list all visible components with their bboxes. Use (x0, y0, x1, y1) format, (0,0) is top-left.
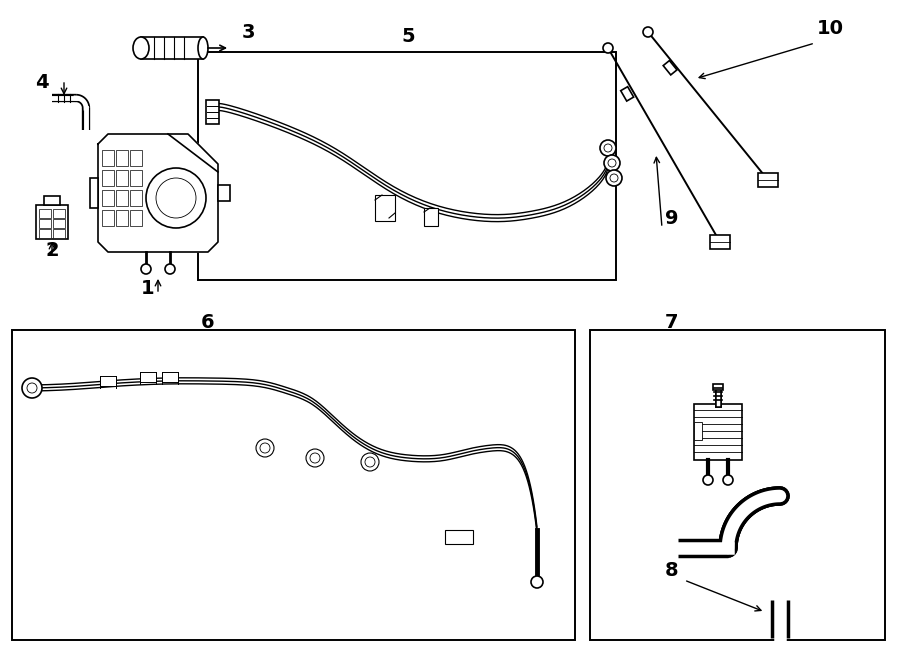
Bar (53, 219, 65, 228)
Circle shape (27, 383, 37, 393)
Text: 10: 10 (816, 19, 843, 38)
Text: 3: 3 (241, 22, 255, 42)
Bar (694, 422, 702, 440)
Text: 4: 4 (35, 73, 49, 91)
Circle shape (306, 449, 324, 467)
Text: 6: 6 (202, 313, 215, 332)
Text: 5: 5 (401, 26, 415, 46)
Circle shape (604, 144, 612, 152)
Circle shape (156, 178, 196, 218)
Bar (375, 195, 395, 221)
Bar (102, 190, 114, 206)
Bar (218, 185, 230, 201)
Circle shape (531, 576, 543, 588)
Circle shape (165, 264, 175, 274)
Circle shape (141, 264, 151, 274)
Polygon shape (98, 134, 218, 252)
Bar (116, 190, 128, 206)
Bar (424, 208, 438, 226)
Bar (102, 170, 114, 186)
Bar (53, 229, 65, 238)
Bar (694, 404, 742, 460)
Bar (36, 205, 68, 239)
Bar (102, 210, 114, 226)
Circle shape (610, 174, 618, 182)
Bar (140, 372, 156, 382)
Text: 2: 2 (45, 241, 58, 260)
Circle shape (310, 453, 320, 463)
Circle shape (365, 457, 375, 467)
Bar (206, 100, 219, 124)
Bar (100, 376, 116, 386)
Bar (621, 87, 634, 101)
Bar (39, 209, 51, 218)
Bar (713, 384, 723, 390)
Bar (130, 190, 142, 206)
Circle shape (608, 159, 616, 167)
Circle shape (256, 439, 274, 457)
Circle shape (22, 378, 42, 398)
Bar (141, 37, 203, 59)
Text: 8: 8 (665, 561, 679, 580)
Bar (130, 170, 142, 186)
Text: 9: 9 (665, 208, 679, 227)
Bar (116, 170, 128, 186)
Bar (116, 210, 128, 226)
Bar (710, 235, 730, 249)
Bar (53, 209, 65, 218)
Ellipse shape (198, 37, 208, 59)
Circle shape (361, 453, 379, 471)
Circle shape (603, 43, 613, 53)
Bar (663, 61, 677, 75)
Circle shape (703, 475, 713, 485)
Bar (198, 52, 616, 280)
Circle shape (606, 170, 622, 186)
Circle shape (643, 27, 653, 37)
Bar (130, 150, 142, 166)
Bar (39, 229, 51, 238)
Bar (758, 173, 778, 187)
Bar (162, 372, 178, 382)
Bar (12, 330, 575, 640)
Bar (445, 530, 473, 544)
Circle shape (146, 168, 206, 228)
Text: 7: 7 (665, 313, 679, 332)
Text: 1: 1 (141, 278, 155, 297)
Circle shape (260, 443, 270, 453)
Bar (90, 178, 98, 208)
Ellipse shape (133, 37, 149, 59)
Circle shape (723, 475, 733, 485)
Bar (39, 219, 51, 228)
Bar (102, 150, 114, 166)
Bar (44, 196, 60, 205)
Bar (590, 330, 885, 640)
Circle shape (600, 140, 616, 156)
Circle shape (604, 155, 620, 171)
Bar (116, 150, 128, 166)
Bar (130, 210, 142, 226)
